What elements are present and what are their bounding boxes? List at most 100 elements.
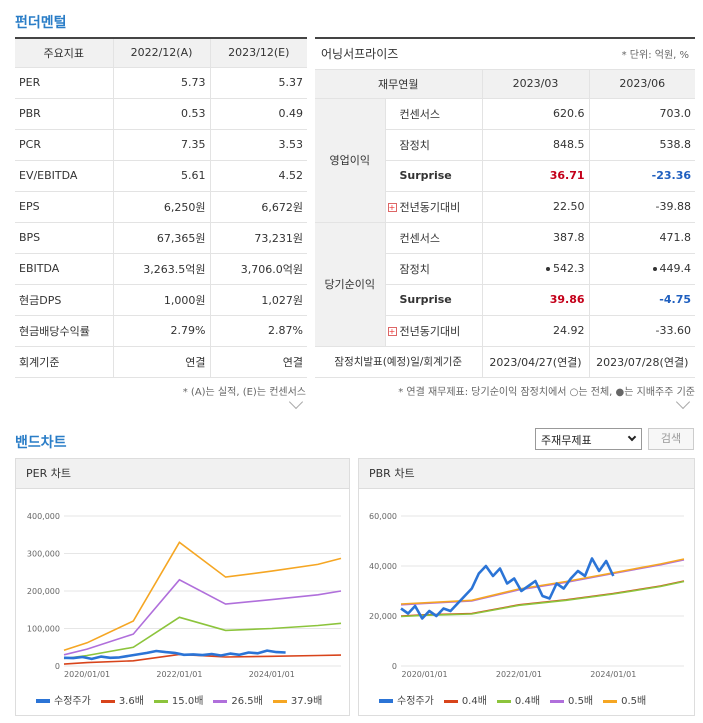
cell-value: 848.5: [482, 129, 590, 161]
legend-swatch: [213, 699, 228, 703]
cell-text: 542.3: [553, 262, 585, 275]
cell-value: 3.53: [210, 129, 307, 161]
row-label: Surprise: [385, 160, 483, 192]
legend-item[interactable]: 26.5배: [213, 696, 263, 707]
legend-swatch: [603, 699, 618, 703]
row-label: 회계기준: [15, 346, 114, 378]
y-tick-label: 40,000: [369, 562, 397, 571]
legend-item[interactable]: 37.9배: [272, 696, 323, 707]
legend-label: 0.4배: [514, 696, 541, 707]
row-label: 잠정치: [385, 253, 483, 285]
net-prelim-row: 잠정치 542.3 449.4: [315, 253, 696, 285]
y-tick-label: 20,000: [369, 612, 397, 621]
op-surprise-row: Surprise 36.71 -23.36: [315, 160, 696, 192]
yoy-label-cell[interactable]: + 전년동기대비: [385, 191, 483, 223]
per-chart-title: PER 차트: [16, 459, 349, 489]
earnings-table: 어닝서프라이즈 * 단위: 억원, % 재무연월 2023/03 2023/06…: [315, 37, 696, 378]
earnings-unit: * 단위: 억원, %: [482, 38, 696, 70]
table-row: 현금배당수익률 2.79% 2.87%: [15, 315, 307, 347]
table-row: PBR 0.53 0.49: [15, 98, 307, 130]
op-consensus-row: 영업이익 컨센서스 620.6 703.0: [315, 98, 696, 223]
row-label: Surprise: [385, 284, 483, 316]
earnings-title-row: 어닝서프라이즈 * 단위: 억원, %: [315, 38, 696, 70]
x-tick-label: 2020/01/01: [402, 670, 448, 679]
table-row: PCR 7.35 3.53: [15, 129, 307, 161]
pbr-chart-legend: 수정주가 0.4배 0.4배 0.5배 0.5배: [379, 692, 656, 707]
cell-value: 연결: [210, 346, 307, 378]
legend-swatch: [272, 699, 287, 703]
legend-swatch: [496, 699, 511, 703]
search-button[interactable]: 검색: [648, 428, 694, 450]
legend-label: 3.6배: [118, 696, 144, 707]
legend-label: 0.5배: [621, 696, 647, 707]
row-label: 현금배당수익률: [15, 315, 114, 347]
cell-value: 387.8: [482, 222, 590, 254]
earnings-note: * 연결 재무제표: 당기순이익 잠정치에서 ○는 전체, ●는 지배주주 기준: [398, 387, 695, 398]
band-series-line: [63, 616, 342, 660]
table-row: 현금DPS 1,000원 1,027원: [15, 284, 307, 316]
y-tick-label: 0: [55, 662, 60, 671]
legend-item[interactable]: 수정주가: [379, 696, 434, 707]
surprise-value-positive: 39.86: [482, 284, 590, 316]
cell-value: 449.4: [589, 253, 696, 285]
fundamental-header-row: 주요지표 2022/12(A) 2023/12(E): [15, 38, 307, 68]
cell-value: 5.61: [113, 160, 211, 192]
legend-item[interactable]: 15.0배: [153, 696, 203, 707]
legend-label: 0.5배: [568, 696, 594, 707]
x-tick-label: 2022/01/01: [496, 670, 542, 679]
row-label: EPS: [15, 191, 114, 223]
legend-item[interactable]: 0.5배: [603, 696, 646, 707]
legend-label: 26.5배: [231, 696, 263, 707]
legend-item[interactable]: 수정주가: [36, 696, 91, 707]
legend-item[interactable]: 3.6배: [100, 696, 144, 707]
fundamental-note: * (A)는 실적, (E)는 컨센서스: [182, 387, 306, 398]
cell-value: 6,250원: [113, 191, 211, 223]
surprise-value-positive: 36.71: [482, 160, 590, 192]
row-label: EV/EBITDA: [15, 160, 114, 192]
x-tick-label: 2022/01/01: [156, 670, 202, 679]
cell-value: 연결: [113, 346, 211, 378]
controlling-dot-icon: [652, 267, 657, 271]
cell-value: 2023/04/27(연결): [482, 346, 590, 378]
cell-value: 67,365원: [113, 222, 211, 254]
row-label: 잠정치발표(예정)일/회계기준: [315, 346, 483, 378]
select-value: 주재무제표: [541, 434, 592, 447]
table-row: EBITDA 3,263.5억원 3,706.0억원: [15, 253, 307, 285]
y-tick-label: 0: [392, 662, 397, 671]
y-tick-label: 200,000: [27, 587, 60, 596]
band-series-line: [63, 541, 342, 652]
legend-swatch: [379, 699, 393, 703]
statement-select[interactable]: 주재무제표: [535, 428, 642, 450]
op-prelim-row: 잠정치 848.5 538.8: [315, 129, 696, 161]
row-label: BPS: [15, 222, 114, 254]
row-label: PBR: [15, 98, 114, 130]
cell-value: 3,706.0억원: [210, 253, 307, 285]
legend-item[interactable]: 0.5배: [550, 696, 593, 707]
legend-label: 37.9배: [290, 696, 323, 707]
chevron-down-icon: [627, 432, 637, 442]
per-chart-legend: 수정주가 3.6배 15.0배 26.5배 37.9배: [36, 692, 332, 707]
band-chart-title: 밴드차트: [15, 435, 67, 451]
cell-text: 449.4: [659, 262, 692, 275]
header-2023-06: 2023/06: [589, 69, 696, 99]
controlling-dot-icon: [546, 267, 550, 271]
cell-value: 620.6: [482, 98, 590, 130]
plus-icon[interactable]: +: [387, 203, 397, 212]
plus-icon[interactable]: +: [387, 327, 397, 336]
yoy-label-cell[interactable]: + 전년동기대비: [385, 315, 483, 347]
cell-value: 7.35: [113, 129, 211, 161]
price-series-line: [63, 649, 286, 661]
fundamental-title: 펀더멘털: [15, 15, 67, 31]
row-label: 전년동기대비: [399, 324, 461, 338]
fundamental-table: 주요지표 2022/12(A) 2023/12(E) PER 5.73 5.37 PB…: [15, 37, 307, 378]
y-tick-label: 400,000: [27, 512, 60, 521]
cell-value: 2.79%: [113, 315, 211, 347]
cell-value: -33.60: [589, 315, 696, 347]
cell-value: 24.92: [482, 315, 590, 347]
legend-item[interactable]: 0.4배: [496, 696, 541, 707]
legend-item[interactable]: 0.4배: [443, 696, 487, 707]
row-label: PCR: [15, 129, 114, 161]
net-income-group: 당기순이익: [315, 222, 386, 347]
cell-value: 542.3: [482, 253, 590, 285]
cell-value: 5.37: [210, 67, 307, 99]
